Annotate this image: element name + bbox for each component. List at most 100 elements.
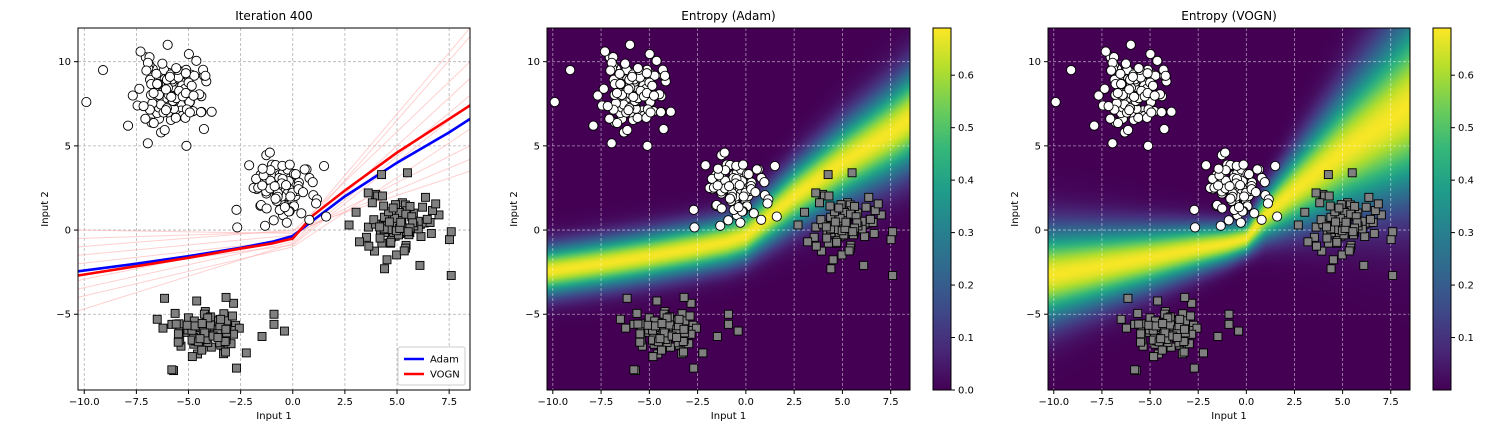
data-point-class-1 bbox=[643, 320, 653, 330]
data-point-class-0 bbox=[160, 84, 172, 95]
data-point-class-1 bbox=[652, 296, 662, 306]
data-point-class-0 bbox=[1189, 204, 1200, 215]
data-point-class-1 bbox=[657, 319, 667, 328]
data-point-class-1 bbox=[216, 314, 226, 324]
data-point-class-1 bbox=[635, 337, 645, 347]
data-point-class-1 bbox=[1315, 198, 1325, 208]
data-point-class-0 bbox=[1156, 107, 1167, 118]
x-tick-label: 2.5 bbox=[337, 397, 353, 408]
colorbar: 0.1 0.2 0.3 0.4 0.5 0.6 bbox=[1432, 27, 1474, 391]
data-point-class-0 bbox=[284, 159, 295, 170]
data-point-class-1 bbox=[811, 188, 821, 198]
data-point-class-1 bbox=[1158, 319, 1168, 328]
data-point-class-0 bbox=[651, 55, 662, 66]
y-tick-label: 0 bbox=[65, 226, 71, 237]
x-tick-label: 2.5 bbox=[1287, 397, 1303, 408]
data-point-class-1 bbox=[832, 237, 842, 247]
data-point-class-1 bbox=[1312, 241, 1322, 251]
data-point-class-0 bbox=[743, 169, 754, 180]
data-point-class-1 bbox=[1198, 348, 1208, 358]
data-point-class-0 bbox=[735, 217, 746, 228]
data-point-class-1 bbox=[648, 352, 658, 362]
data-point-class-1 bbox=[232, 363, 241, 373]
data-point-class-0 bbox=[181, 140, 192, 151]
data-point-class-0 bbox=[244, 160, 255, 171]
data-point-class-1 bbox=[1186, 311, 1196, 321]
data-point-class-0 bbox=[1213, 163, 1224, 174]
data-point-class-1 bbox=[375, 233, 385, 243]
data-point-class-1 bbox=[1341, 217, 1351, 227]
data-point-class-1 bbox=[382, 255, 392, 265]
plot-frame bbox=[546, 27, 911, 391]
data-point-class-0 bbox=[598, 83, 609, 94]
data-point-class-0 bbox=[159, 124, 170, 136]
data-point-class-1 bbox=[724, 309, 733, 319]
data-point-class-0 bbox=[140, 113, 151, 124]
data-point-class-1 bbox=[869, 228, 879, 238]
data-point-class-1 bbox=[686, 298, 696, 308]
data-point-class-1 bbox=[362, 232, 371, 242]
x-tick-label: −10.0 bbox=[1038, 397, 1069, 408]
data-point-class-0 bbox=[1152, 55, 1163, 66]
data-point-class-0 bbox=[1256, 214, 1267, 225]
data-point-class-1 bbox=[821, 222, 831, 232]
data-point-class-0 bbox=[164, 71, 176, 82]
data-point-class-1 bbox=[825, 201, 835, 211]
data-point-class-1 bbox=[1180, 292, 1190, 302]
data-point-class-0 bbox=[1217, 203, 1228, 214]
data-point-class-1 bbox=[257, 332, 267, 341]
data-point-class-1 bbox=[828, 255, 838, 265]
data-point-class-0 bbox=[1146, 107, 1157, 118]
data-point-class-0 bbox=[1050, 97, 1061, 108]
data-point-class-0 bbox=[712, 180, 723, 191]
data-point-class-1 bbox=[1293, 220, 1303, 230]
data-point-class-0 bbox=[1112, 117, 1124, 129]
data-point-class-1 bbox=[1122, 323, 1131, 333]
panel-title: Iteration 400 bbox=[235, 9, 313, 23]
data-point-class-1 bbox=[445, 235, 454, 245]
data-point-class-1 bbox=[1116, 314, 1126, 324]
colorbar-tick-label: 0.3 bbox=[1458, 228, 1474, 239]
data-point-class-0 bbox=[1107, 138, 1118, 149]
data-point-class-1 bbox=[826, 264, 836, 274]
data-point-class-1 bbox=[1149, 352, 1159, 362]
data-point-class-0 bbox=[160, 105, 172, 116]
data-point-class-0 bbox=[756, 214, 767, 225]
data-point-class-0 bbox=[1262, 198, 1273, 209]
data-point-class-0 bbox=[311, 198, 322, 209]
data-point-class-0 bbox=[1120, 58, 1131, 69]
data-point-class-0 bbox=[183, 48, 194, 60]
data-point-class-0 bbox=[1224, 181, 1235, 192]
x-tick-label: −2.5 bbox=[685, 397, 709, 408]
colorbar: 0.0 0.1 0.2 0.3 0.4 0.5 0.6 bbox=[932, 27, 974, 397]
data-point-class-1 bbox=[803, 237, 813, 247]
posterior-sample-line bbox=[78, 78, 470, 290]
legend: Adam VOGN bbox=[397, 346, 466, 386]
data-point-class-1 bbox=[234, 323, 244, 333]
data-point-class-1 bbox=[689, 363, 699, 373]
data-point-class-0 bbox=[1089, 120, 1100, 131]
data-point-class-1 bbox=[1303, 237, 1313, 247]
data-point-class-1 bbox=[279, 326, 289, 336]
panel-scatter-iteration: Iteration 400 Input 1 Input 2 Adam VOGN … bbox=[40, 9, 471, 422]
data-point-class-1 bbox=[152, 314, 162, 324]
data-point-class-0 bbox=[612, 117, 623, 129]
data-point-class-1 bbox=[1130, 365, 1140, 375]
data-point-class-0 bbox=[1213, 180, 1224, 191]
data-point-class-1 bbox=[859, 260, 869, 270]
data-point-class-1 bbox=[197, 345, 207, 355]
data-point-class-1 bbox=[679, 324, 689, 334]
data-point-class-0 bbox=[1190, 222, 1201, 233]
colorbar-tick-label: 0.2 bbox=[958, 281, 974, 292]
x-tick-label: 0.0 bbox=[1238, 397, 1254, 408]
data-point-class-1 bbox=[724, 319, 733, 329]
data-point-class-0 bbox=[285, 191, 296, 202]
x-axis-label: Input 1 bbox=[711, 411, 746, 422]
data-point-class-0 bbox=[281, 217, 292, 228]
series-line-vogn bbox=[78, 104, 470, 277]
data-point-class-1 bbox=[793, 220, 803, 230]
data-point-class-1 bbox=[1136, 329, 1146, 339]
data-point-class-1 bbox=[197, 319, 207, 328]
data-point-class-1 bbox=[1136, 337, 1145, 347]
posterior-sample-line bbox=[78, 158, 470, 234]
